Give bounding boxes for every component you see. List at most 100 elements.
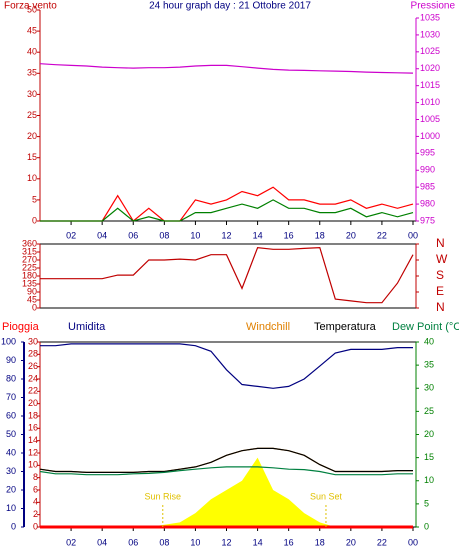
y2-tick-label: 30 <box>424 383 434 393</box>
y2-tick-label: W <box>436 252 448 266</box>
y2-tick-label: 25 <box>424 406 434 416</box>
y2-tick-label: 10 <box>424 475 434 485</box>
x-tick-label: 00 <box>408 230 418 240</box>
y-tick-label: 22 <box>28 386 38 396</box>
y-tick-label: 20 <box>28 398 38 408</box>
y2-tick-label: 40 <box>424 336 434 346</box>
x-tick-label: 02 <box>66 537 76 547</box>
y-tick-label: 16 <box>28 423 38 433</box>
x-tick-label: 20 <box>346 230 356 240</box>
y-tick-label: 90 <box>27 286 37 296</box>
x-tick-label: 14 <box>253 230 263 240</box>
y-tick-label: 45 <box>27 25 37 35</box>
x-tick-label: 22 <box>377 537 387 547</box>
y-tick-label: 0 <box>33 521 38 531</box>
y-tick-label: 28 <box>28 349 38 359</box>
plot-frame <box>39 243 417 309</box>
y2-tick-label: 1020 <box>420 63 440 73</box>
y2-tick-label: 1005 <box>420 114 440 124</box>
chart-title: 24 hour graph day : 21 Ottobre 2017 <box>149 1 311 12</box>
y2-tick-label: 1030 <box>420 29 440 39</box>
y-tick-label: 135 <box>22 278 37 288</box>
y3-tick-label: 70 <box>6 392 16 402</box>
line <box>40 246 414 304</box>
y2-tick-label: 1010 <box>420 97 440 107</box>
y-tick-label: 30 <box>27 89 37 99</box>
y-tick-label: 180 <box>22 270 37 280</box>
y2-tick-label: 35 <box>424 360 434 370</box>
x-tick-label: 06 <box>128 230 138 240</box>
y3-tick-label: 80 <box>6 373 16 383</box>
y3-tick-label: 100 <box>1 336 16 346</box>
line <box>40 343 413 389</box>
y-tick-label: 35 <box>27 68 37 78</box>
y2-tick-label: 975 <box>420 215 435 225</box>
legend-entry: Temperatura <box>314 321 377 333</box>
y-tick-label: 18 <box>28 410 38 420</box>
y-tick-label: 8 <box>33 472 38 482</box>
x-tick-label: 20 <box>346 537 356 547</box>
x-tick-label: 16 <box>284 537 294 547</box>
y-tick-label: 50 <box>27 4 37 14</box>
y2-tick-label: N <box>436 300 445 314</box>
y2-tick-label: 980 <box>420 198 435 208</box>
y-tick-label: 6 <box>33 484 38 494</box>
y-tick-label: 26 <box>28 361 38 371</box>
x-tick-label: 08 <box>159 537 169 547</box>
x-tick-label: 18 <box>315 537 325 547</box>
x-tick-label: 04 <box>97 537 107 547</box>
y3-tick-label: 30 <box>6 466 16 476</box>
annotation: Sun Rise <box>145 491 182 501</box>
y3-tick-label: 90 <box>6 355 16 365</box>
y2-tick-label: 985 <box>420 182 435 192</box>
line <box>39 447 413 473</box>
y-tick-label: 315 <box>22 246 37 256</box>
y2-tick-label: 15 <box>424 452 434 462</box>
line <box>39 466 413 476</box>
y-tick-label: 24 <box>28 373 38 383</box>
y2-tick-label: 995 <box>420 148 435 158</box>
x-tick-label: 04 <box>97 230 107 240</box>
y-tick-label: 40 <box>27 47 37 57</box>
line <box>39 447 413 473</box>
annotation: Sun Set <box>310 491 343 501</box>
x-tick-label: 06 <box>128 537 138 547</box>
x-tick-label: 22 <box>377 230 387 240</box>
y2-tick-label: 990 <box>420 165 435 175</box>
y2-tick-label: S <box>436 268 444 282</box>
x-tick-label: 16 <box>284 230 294 240</box>
y-axis-title: Forza vento <box>4 1 57 12</box>
y2-tick-label: N <box>436 236 445 250</box>
y2-tick-label: 20 <box>424 429 434 439</box>
y-tick-label: 14 <box>28 435 38 445</box>
y-tick-label: 225 <box>22 262 37 272</box>
y-tick-label: 5 <box>32 194 37 204</box>
y-tick-label: 0 <box>32 302 37 312</box>
line <box>40 186 414 222</box>
y2-tick-label: 5 <box>424 498 429 508</box>
x-tick-label: 14 <box>253 537 263 547</box>
y-tick-label: 2 <box>33 509 38 519</box>
y3-tick-label: 0 <box>11 521 16 531</box>
y3-tick-label: 20 <box>6 484 16 494</box>
y-tick-label: 25 <box>27 110 37 120</box>
x-tick-label: 00 <box>408 537 418 547</box>
y-tick-label: 4 <box>33 497 38 507</box>
y-tick-label: 270 <box>22 254 37 264</box>
area <box>40 457 413 527</box>
line <box>40 199 414 222</box>
y-tick-label: 20 <box>27 131 37 141</box>
y-tick-label: 360 <box>22 238 37 248</box>
y-tick-label: 15 <box>27 152 37 162</box>
y2-tick-label: 1000 <box>420 131 440 141</box>
legend-entry: Pioggia <box>2 321 40 333</box>
y-tick-label: 30 <box>28 336 38 346</box>
legend-entry: Umidita <box>68 321 106 333</box>
y3-tick-label: 10 <box>6 503 16 513</box>
y2-tick-label: 1015 <box>420 80 440 90</box>
y-tick-label: 10 <box>28 460 38 470</box>
legend-entry: Dew Point (°C <box>392 321 459 333</box>
y2-tick-label: 1025 <box>420 46 440 56</box>
y2-tick-label: 0 <box>424 521 429 531</box>
x-tick-label: 02 <box>66 230 76 240</box>
